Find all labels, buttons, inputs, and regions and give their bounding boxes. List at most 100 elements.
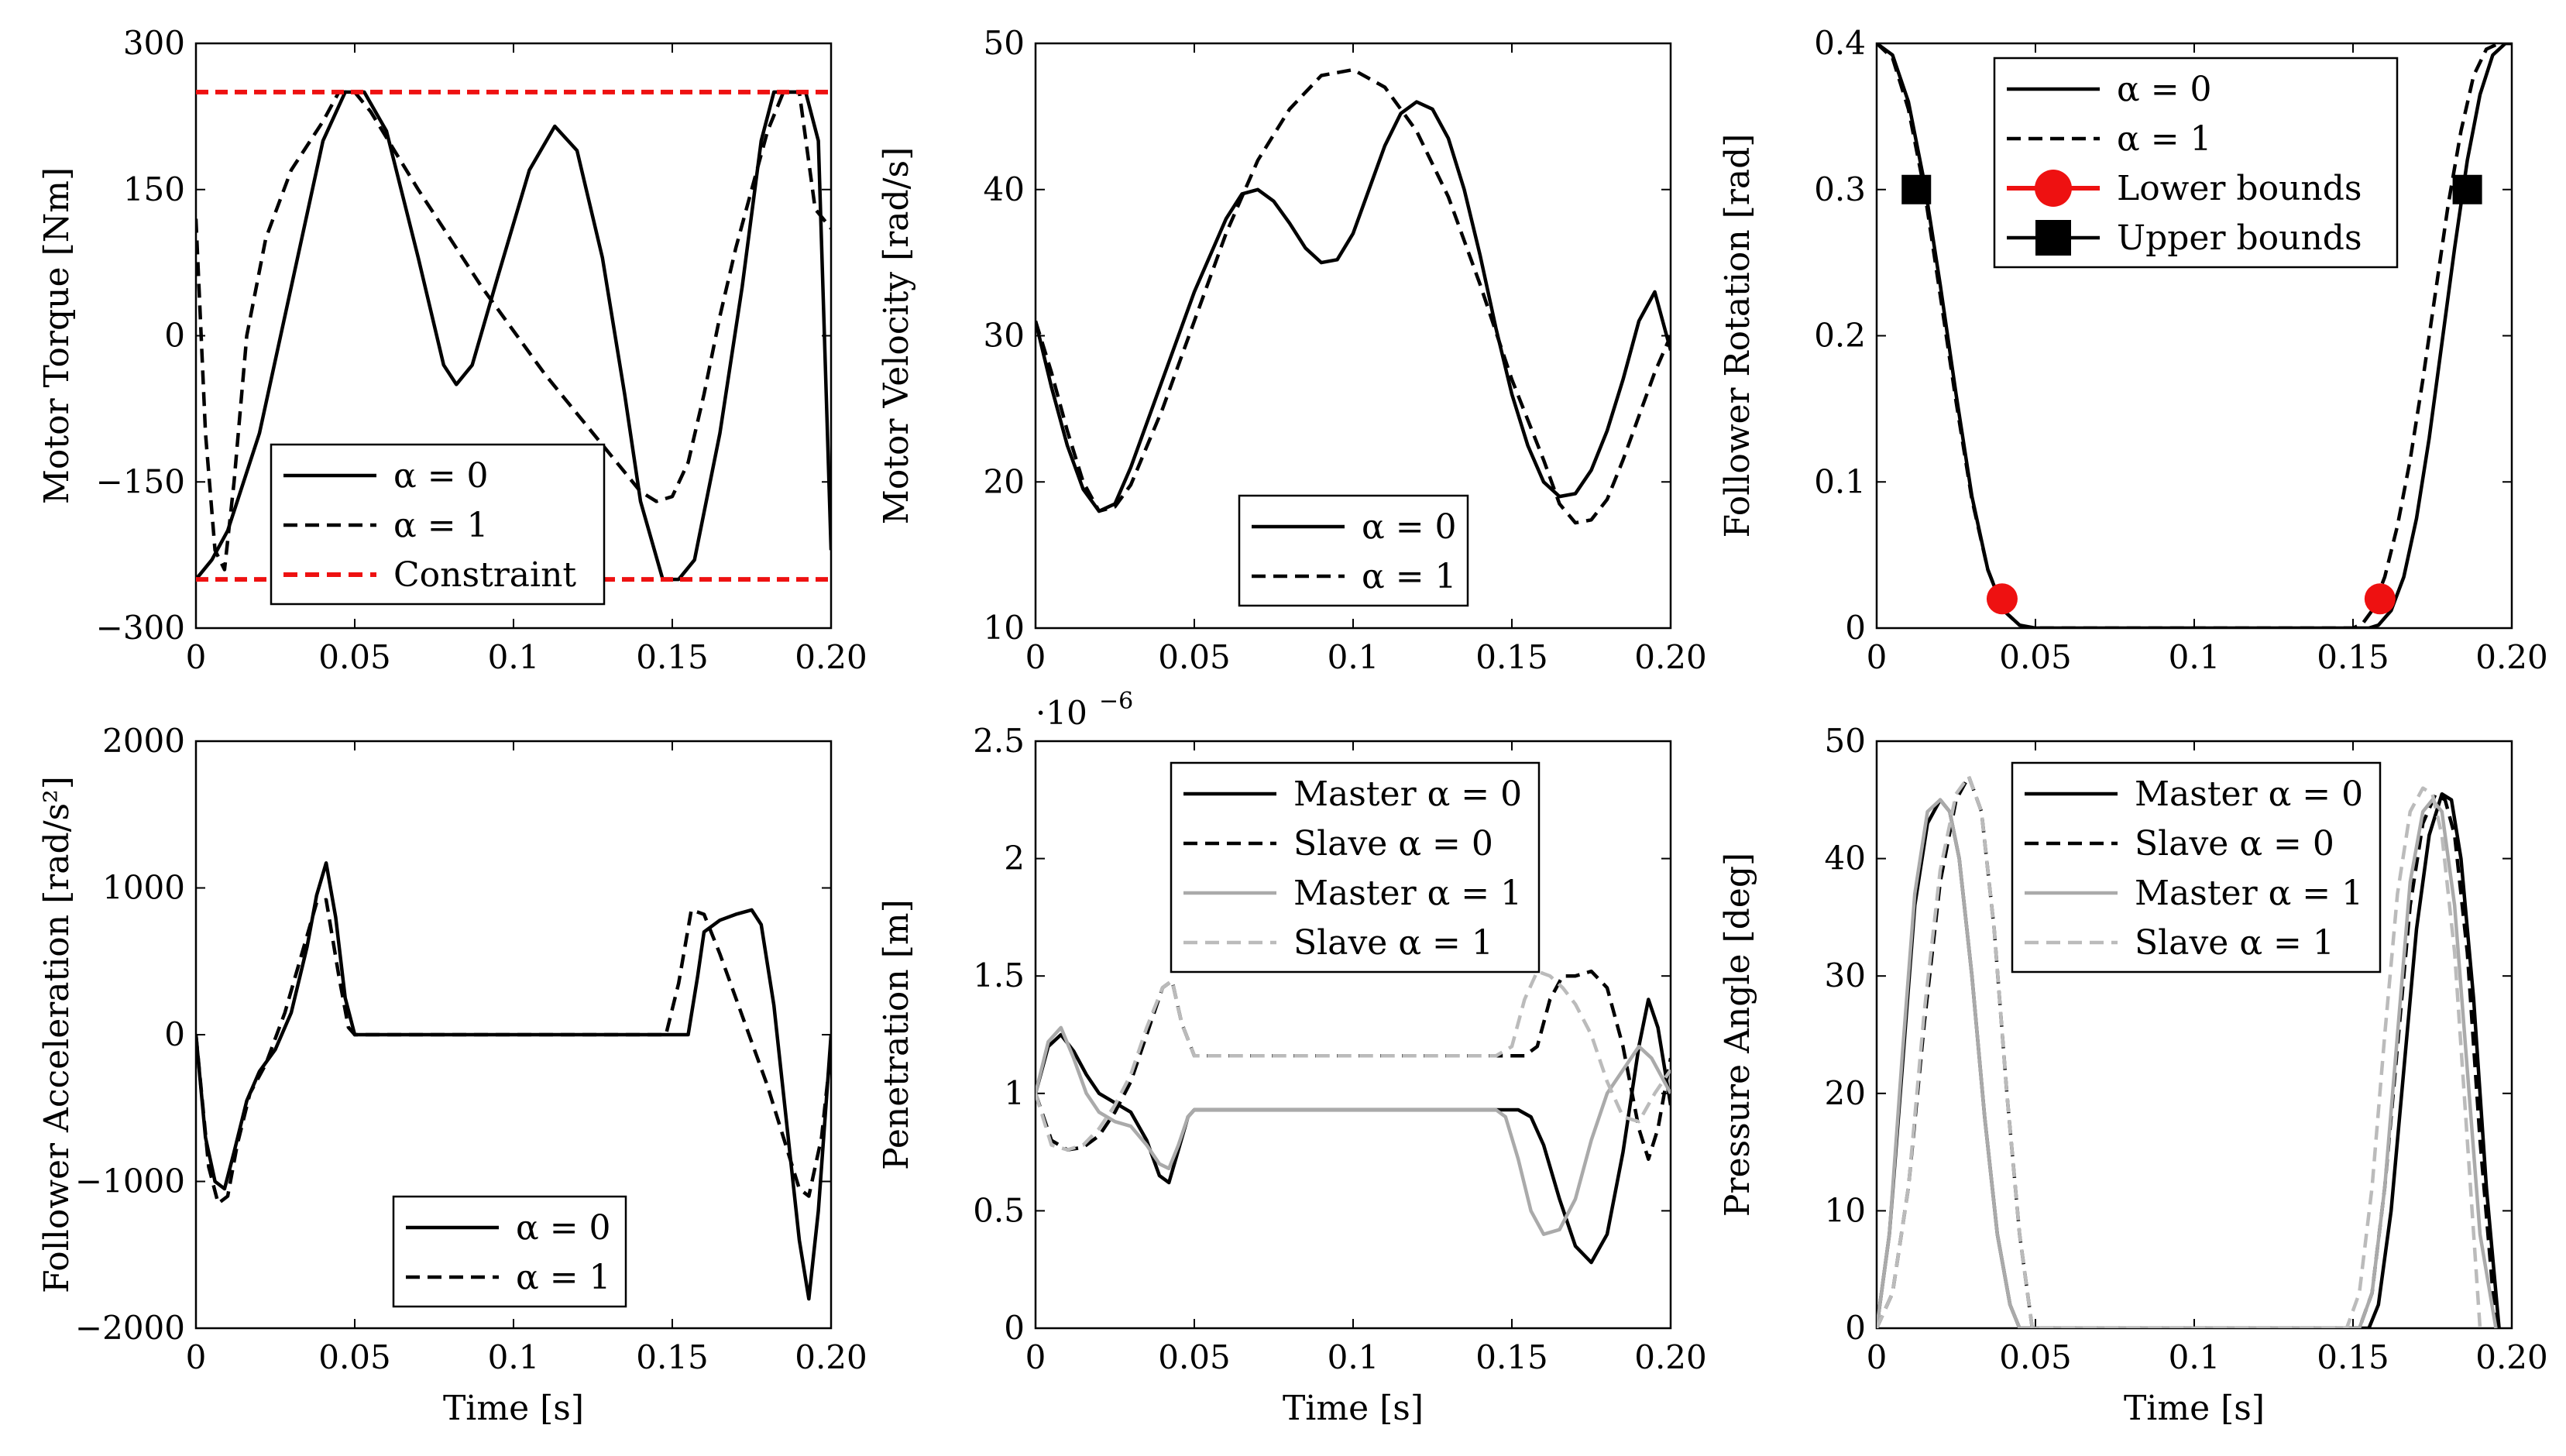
y-tick-label: 150 <box>123 170 185 208</box>
series-line-slave-1 <box>1877 774 2482 1328</box>
marker-upper-bound <box>2452 174 2482 204</box>
x-tick-label: 0.20 <box>1634 1338 1707 1376</box>
marker-upper-bound <box>1901 174 1932 204</box>
series-line-master-1 <box>1036 1025 1671 1236</box>
legend-label: Lower bounds <box>2117 169 2362 208</box>
y-tick-label: 30 <box>984 317 1025 355</box>
x-tick-label: 0.20 <box>2475 638 2548 676</box>
y-multiplier-exponent: −6 <box>1099 688 1133 715</box>
y-tick-label: 40 <box>1825 840 1866 877</box>
x-tick-label: 0 <box>186 638 207 676</box>
y-tick-label: −150 <box>96 462 185 500</box>
series-line-slave-1 <box>1036 969 1671 1152</box>
chart-rotation: 0 0.05 0.1 0.15 0.20 0 0.1 0.2 0.3 0.4 Follower Ro… <box>1718 24 2548 676</box>
x-tick-label: 0.05 <box>318 638 391 676</box>
y-tick-label: 0.2 <box>1814 317 1866 355</box>
y-tick-label: 10 <box>984 609 1025 647</box>
chart-torque: 0 0.05 0.1 0.15 0.20 −300 −150 0 150 300 Motor Tor… <box>37 24 867 676</box>
legend-label: Master α = 0 <box>2135 774 2363 814</box>
x-tick-label: 0.20 <box>795 638 867 676</box>
x-tick-label: 0.20 <box>795 1338 867 1376</box>
legend: α = 0 α = 1 <box>1238 494 1469 607</box>
y-tick-label: 10 <box>1825 1191 1866 1229</box>
x-tick-label: 0.15 <box>1475 1338 1548 1376</box>
x-tick-label: 0.1 <box>1328 638 1379 676</box>
legend-label: Slave α = 1 <box>2135 923 2334 963</box>
series-line--0 <box>1036 100 1671 513</box>
y-tick-label: 2 <box>1004 840 1025 877</box>
x-tick-label: 0.15 <box>1475 638 1548 676</box>
x-tick-label: 0.1 <box>2169 638 2221 676</box>
y-tick-label: 300 <box>123 24 185 62</box>
legend-label: α = 0 <box>1362 507 1457 547</box>
legend-label: α = 0 <box>393 456 489 496</box>
chart-penetration: 0 0.05 0.1 0.15 0.20 0 0.5 1 1.5 2 2.5 Penetration … <box>877 688 1707 1428</box>
legend-label: Master α = 1 <box>2135 874 2363 913</box>
y-tick-label: 0 <box>1004 1309 1025 1347</box>
y-tick-label: −300 <box>96 609 185 647</box>
x-tick-label: 0 <box>1025 638 1046 676</box>
y-tick-label: 0.3 <box>1814 170 1866 208</box>
legend: Master α = 0 Slave α = 0 Master α = 1 Slave… <box>2011 761 2382 974</box>
series-line-master-1 <box>1877 798 2498 1328</box>
y-axis-label: Pressure Angle [deg] <box>1718 853 1757 1217</box>
legend-marker <box>2035 170 2072 207</box>
legend-label: α = 0 <box>2117 70 2212 109</box>
y-tick-label: 1.5 <box>973 956 1025 994</box>
x-tick-label: 0.15 <box>636 638 709 676</box>
y-tick-label: 0 <box>1845 1309 1866 1347</box>
legend-label: α = 1 <box>393 506 489 545</box>
marker-lower-bound <box>1986 583 2018 615</box>
x-tick-label: 0 <box>1867 638 1888 676</box>
x-tick-label: 0 <box>1025 1338 1046 1376</box>
legend-label: α = 1 <box>1362 557 1457 596</box>
y-tick-label: 50 <box>984 24 1025 62</box>
plot-area <box>196 861 831 1301</box>
series-line-master-0 <box>1877 792 2501 1328</box>
legend: α = 0 α = 1 Constraint <box>270 443 606 606</box>
x-tick-label: 0.05 <box>1158 1338 1231 1376</box>
x-tick-label: 0.15 <box>2317 1338 2389 1376</box>
legend-marker <box>2035 220 2071 256</box>
x-axis-label: Time [s] <box>2124 1389 2265 1428</box>
y-multiplier: ·10 <box>1036 694 1087 732</box>
y-axis-label: Motor Torque [Nm] <box>37 167 77 504</box>
series-line--0 <box>196 861 831 1301</box>
legend-box <box>1170 761 1541 974</box>
y-tick-label: 0 <box>164 317 185 355</box>
chart-pressure: 0 0.05 0.1 0.15 0.20 0 10 20 30 40 50 Pressure Angl… <box>1718 722 2548 1428</box>
x-tick-label: 0.1 <box>1328 1338 1379 1376</box>
legend-box <box>270 443 606 606</box>
y-axis-label: Penetration [m] <box>877 899 916 1170</box>
y-axis-label: Motor Velocity [rad/s] <box>877 147 916 524</box>
legend: α = 0 α = 1 Lower bounds Upper bounds <box>1993 57 2399 269</box>
legend-box <box>1238 494 1469 607</box>
x-tick-label: 0.1 <box>2169 1338 2221 1376</box>
marker-lower-bound <box>2364 583 2396 615</box>
x-tick-label: 0.15 <box>636 1338 709 1376</box>
legend-box <box>2011 761 2382 974</box>
y-tick-label: 1000 <box>102 869 185 907</box>
x-tick-label: 0.05 <box>1158 638 1231 676</box>
series-line--1 <box>1036 67 1671 525</box>
y-tick-label: 20 <box>1825 1074 1866 1112</box>
y-tick-label: 50 <box>1825 722 1866 760</box>
y-tick-label: 0 <box>164 1015 185 1053</box>
legend-label: Master α = 0 <box>1293 774 1522 814</box>
series-line--0 <box>196 90 831 582</box>
x-tick-label: 0.05 <box>1999 638 2072 676</box>
y-tick-label: −2000 <box>75 1309 185 1347</box>
legend: α = 0 α = 1 <box>392 1195 627 1308</box>
y-tick-label: 0 <box>1845 609 1866 647</box>
x-tick-label: 0.1 <box>488 1338 540 1376</box>
y-tick-label: 2.5 <box>973 722 1025 760</box>
chart-acceleration: 0 0.05 0.1 0.15 0.20 −2000 −1000 0 1000 2000 Follo… <box>37 722 867 1428</box>
plot-area <box>1877 774 2501 1328</box>
legend-label: α = 0 <box>516 1208 611 1248</box>
x-tick-label: 0.15 <box>2317 638 2389 676</box>
legend-label: α = 1 <box>2117 119 2212 159</box>
x-tick-label: 0.05 <box>318 1338 391 1376</box>
y-tick-label: −1000 <box>75 1162 185 1200</box>
x-tick-label: 0 <box>1867 1338 1888 1376</box>
